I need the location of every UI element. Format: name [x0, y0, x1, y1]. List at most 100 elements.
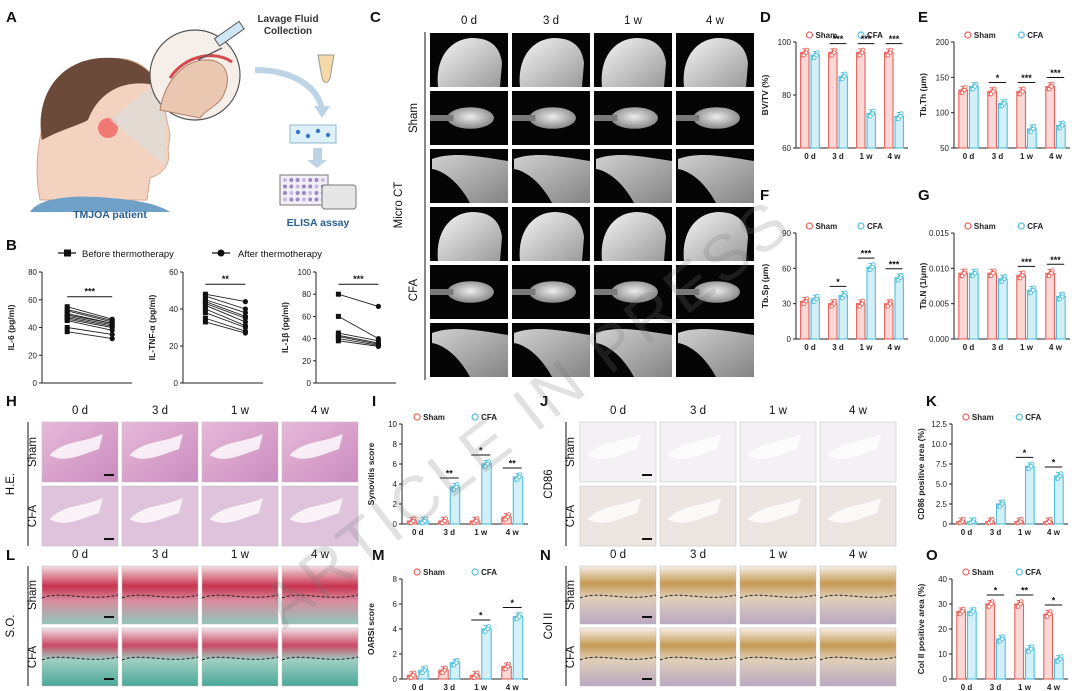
y-tick-label: 0	[943, 520, 948, 529]
data-point	[505, 514, 511, 520]
legend-marker	[1017, 31, 1025, 39]
tidemark-line	[579, 594, 657, 599]
data-point	[1001, 101, 1007, 106]
legend-marker	[962, 568, 970, 576]
condyle-sagittal-render	[514, 329, 590, 377]
histology-image	[819, 627, 897, 687]
y-tick-label: 4	[393, 480, 398, 489]
bar-sham	[1014, 603, 1025, 680]
chart-e: 50 100 150 200 Tb.Th (μm) Sham CFA 0 d 3 d * 1 w **…	[918, 31, 1070, 161]
joint-space	[289, 434, 343, 459]
y-tick-label: 4	[393, 625, 398, 634]
neck-render	[676, 115, 700, 121]
significance-stars: ***	[1021, 73, 1032, 83]
data-point	[870, 264, 875, 270]
y-tick-label: 0	[943, 675, 948, 684]
data-point	[842, 293, 847, 298]
panel-j-cd86-grid-stain-label: CD86	[543, 469, 555, 498]
condyle-render	[519, 38, 584, 87]
joint-space	[667, 434, 721, 459]
y-tick-label: 40	[28, 324, 37, 333]
data-point	[859, 50, 865, 55]
x-tick-label: 3 d	[992, 343, 1004, 352]
tidemark-line	[121, 594, 199, 599]
after-point	[375, 343, 381, 349]
x-tick-label: 0 d	[961, 528, 973, 537]
chart-f: 0 30 60 90 Tb.Sp (μm) Sham CFA 0 d 3 d * 1 w *** 4 w…	[760, 222, 908, 352]
paired-line	[205, 308, 246, 327]
x-tick-label: 4 w	[888, 152, 902, 161]
data-point	[1030, 126, 1036, 132]
y-tick-label: 40	[938, 575, 947, 584]
bar-sham	[800, 52, 810, 149]
legend-marker	[857, 31, 865, 39]
y-tick-label: 6	[393, 600, 398, 609]
joint-space	[827, 498, 881, 523]
after-point	[242, 319, 248, 325]
bar-cfa	[512, 615, 524, 680]
joint-space	[49, 498, 103, 523]
significance-stars: ***	[889, 34, 900, 44]
data-point	[831, 50, 837, 55]
data-point	[887, 301, 893, 306]
data-point	[1018, 601, 1023, 607]
y-tick-label: 60	[28, 296, 37, 305]
data-point	[898, 275, 903, 281]
significance-stars: *	[510, 598, 514, 608]
time-header-0d: 0 d	[72, 405, 88, 417]
antibody-icons	[295, 128, 331, 139]
joint-space	[587, 434, 641, 459]
condyle-render	[601, 38, 666, 87]
condyle-sagittal-render	[432, 329, 508, 377]
data-point	[1047, 611, 1052, 617]
paired-line	[67, 315, 113, 326]
before-point	[202, 302, 208, 308]
legend-after-thermotherapy: After thermotherapy	[238, 249, 322, 260]
y-tick-label: 80	[302, 290, 311, 299]
bar-sham	[1045, 85, 1056, 149]
significance-stars: ***	[1050, 68, 1061, 78]
y-tick-label: 80	[28, 268, 37, 277]
bar-cfa	[810, 298, 820, 340]
condyle-axial-render	[447, 107, 494, 129]
chart-g: 0.000 0.005 0.010 0.015 Tb.N (1/μm) Sham CFA 0 …	[918, 222, 1070, 352]
syringe-icon	[213, 20, 245, 47]
tidemark-line	[659, 656, 737, 661]
panel-j-cd86-grid: 0 d 3 d 1 w 4 w CD86 Sham CFA	[543, 405, 897, 547]
data-point	[474, 518, 479, 524]
neck-render	[676, 289, 700, 295]
legend-marker	[1017, 222, 1025, 230]
panel-letter-f: F	[760, 187, 769, 204]
paired-line	[338, 332, 379, 342]
data-point	[870, 111, 875, 116]
data-point	[972, 84, 978, 89]
data-point	[1001, 276, 1007, 282]
y-axis-title: Tb.N (1/μm)	[918, 262, 928, 309]
panel-letter-k: K	[926, 393, 937, 410]
x-tick-label: 4 w	[1047, 683, 1061, 691]
tidemark-line	[579, 656, 657, 661]
time-header-4w: 4 w	[706, 15, 725, 27]
paired-line	[205, 299, 246, 314]
before-point	[64, 329, 70, 335]
paired-line	[67, 320, 113, 331]
data-point	[517, 474, 522, 480]
chart-m: 0 2 4 6 8 OARSI score Sham CFA 0 d 3 d 1 w * 4 w *	[366, 568, 528, 691]
legend-cfa: CFA	[867, 222, 883, 231]
data-point	[999, 501, 1005, 507]
x-tick-label: 3 d	[990, 528, 1002, 537]
time-header-4w: 4 w	[849, 405, 868, 417]
y-axis-title: IL-TNF-α (pg/ml)	[147, 295, 157, 361]
y-tick-label: 0.010	[929, 264, 950, 273]
y-axis-title: OARSI score	[366, 603, 376, 655]
row-label-cfa: CFA	[565, 645, 577, 668]
row-label-cfa: CFA	[408, 278, 420, 301]
y-tick-label: 0.005	[929, 300, 950, 309]
x-tick-label: 3 d	[832, 152, 844, 161]
condyle-sagittal-render	[678, 155, 754, 203]
y-tick-label: 60	[169, 268, 178, 277]
after-point	[109, 327, 115, 333]
histology-image	[739, 627, 817, 687]
after-point	[109, 331, 115, 338]
before-point	[202, 293, 208, 299]
